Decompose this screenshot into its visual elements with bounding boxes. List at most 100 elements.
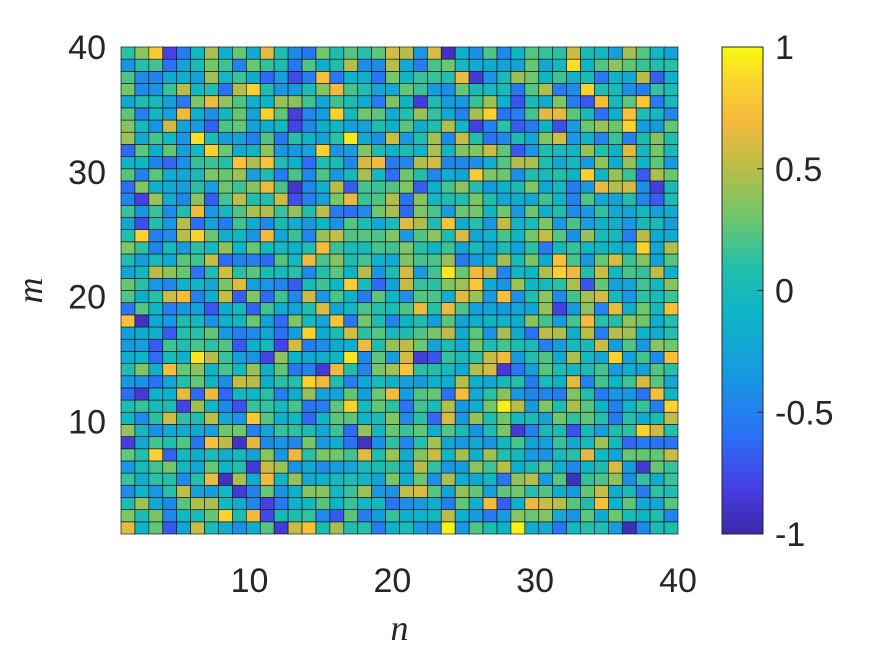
heatmap-cell [468, 70, 484, 84]
heatmap-cell [454, 156, 470, 170]
heatmap-cell [120, 46, 136, 60]
heatmap-cell [385, 95, 400, 109]
heatmap-cell [357, 107, 373, 121]
heatmap-cell [538, 460, 554, 474]
heatmap-cell [120, 424, 136, 437]
heatmap-cell [552, 107, 567, 121]
heatmap-cell [190, 351, 205, 364]
heatmap-cell [329, 192, 345, 206]
heatmap-cell [329, 204, 345, 218]
heatmap-cell [259, 290, 275, 304]
heatmap-cell [399, 46, 414, 60]
heatmap-cell [510, 229, 526, 243]
heatmap-cell [649, 399, 665, 413]
heatmap-cell [621, 484, 637, 498]
heatmap-cell [454, 387, 470, 401]
heatmap-cell [580, 83, 595, 97]
heatmap-cell [594, 448, 609, 462]
heatmap-cell [510, 521, 526, 535]
heatmap-cell [552, 180, 567, 194]
heatmap-cell [649, 168, 665, 182]
heatmap-cell [148, 46, 164, 60]
heatmap-cell [524, 277, 540, 291]
heatmap-cell [538, 497, 554, 511]
heatmap-cell [371, 217, 386, 230]
heatmap-cell [315, 119, 331, 133]
heatmap-cell [524, 95, 540, 109]
heatmap-cell [245, 229, 261, 243]
heatmap-cell [482, 192, 498, 206]
heatmap-cell [413, 144, 428, 157]
heatmap-cell [176, 119, 191, 133]
y-tick-label: 30 [68, 154, 106, 192]
heatmap-cell [510, 326, 526, 340]
heatmap-cell [482, 253, 498, 267]
colorbar-tick-label: 0.5 [775, 151, 822, 189]
heatmap-cell [454, 448, 470, 462]
heatmap-cell [120, 387, 136, 401]
heatmap-cell [357, 326, 373, 340]
heatmap-cell [580, 351, 595, 364]
heatmap-cell [538, 399, 554, 413]
heatmap-cell [259, 436, 275, 450]
heatmap-cell [343, 131, 359, 145]
heatmap-cell [176, 387, 191, 401]
heatmap-cell [329, 119, 345, 133]
heatmap-cell [134, 436, 150, 450]
heatmap-cell [343, 241, 359, 255]
heatmap-cell [552, 277, 567, 291]
heatmap-cell [496, 472, 512, 486]
heatmap-cell [594, 387, 609, 401]
heatmap-cell [232, 484, 247, 498]
heatmap-cell [190, 290, 205, 304]
heatmap-cell [580, 387, 595, 401]
heatmap-cell [162, 521, 178, 535]
heatmap-cell [357, 217, 373, 230]
heatmap-cell [454, 58, 470, 72]
heatmap-cell [482, 448, 498, 462]
heatmap-cell [357, 46, 373, 60]
heatmap-cell [552, 265, 567, 279]
heatmap-cell [162, 424, 178, 437]
heatmap-cell [427, 338, 442, 352]
heatmap-cell [343, 70, 359, 84]
heatmap-cell [399, 497, 414, 511]
heatmap-cell [510, 387, 526, 401]
heatmap-cell [162, 363, 178, 377]
heatmap-cell [357, 521, 373, 535]
heatmap-cell [580, 338, 595, 352]
heatmap-cell [608, 472, 623, 486]
heatmap-cell [329, 95, 345, 109]
heatmap-cell [608, 363, 623, 377]
heatmap-cell [245, 290, 261, 304]
heatmap-cell [218, 144, 233, 157]
heatmap-cell [232, 70, 247, 84]
heatmap-cell [329, 156, 345, 170]
heatmap-cell [176, 411, 191, 425]
heatmap-cell [245, 119, 261, 133]
heatmap-cell [566, 521, 581, 535]
heatmap-cell [204, 351, 219, 364]
heatmap-cell [413, 180, 428, 194]
heatmap-cell [232, 363, 247, 377]
heatmap-cell [663, 399, 679, 413]
heatmap-cell [120, 448, 136, 462]
heatmap-cell [621, 351, 637, 364]
heatmap-cell [162, 411, 178, 425]
heatmap-cell [329, 338, 345, 352]
heatmap-cell [343, 460, 359, 474]
heatmap-cell [635, 399, 651, 413]
heatmap-cell [538, 46, 554, 60]
heatmap-cell [399, 436, 414, 450]
heatmap-cell [566, 70, 581, 84]
heatmap-cell [245, 156, 261, 170]
heatmap-cell [468, 521, 484, 535]
heatmap-cell [301, 509, 317, 523]
heatmap-cell [343, 338, 359, 352]
heatmap-cell [552, 131, 567, 145]
heatmap-cell [427, 46, 442, 60]
heatmap-cell [357, 180, 373, 194]
heatmap-cell [663, 290, 679, 304]
heatmap-cell [245, 375, 261, 389]
